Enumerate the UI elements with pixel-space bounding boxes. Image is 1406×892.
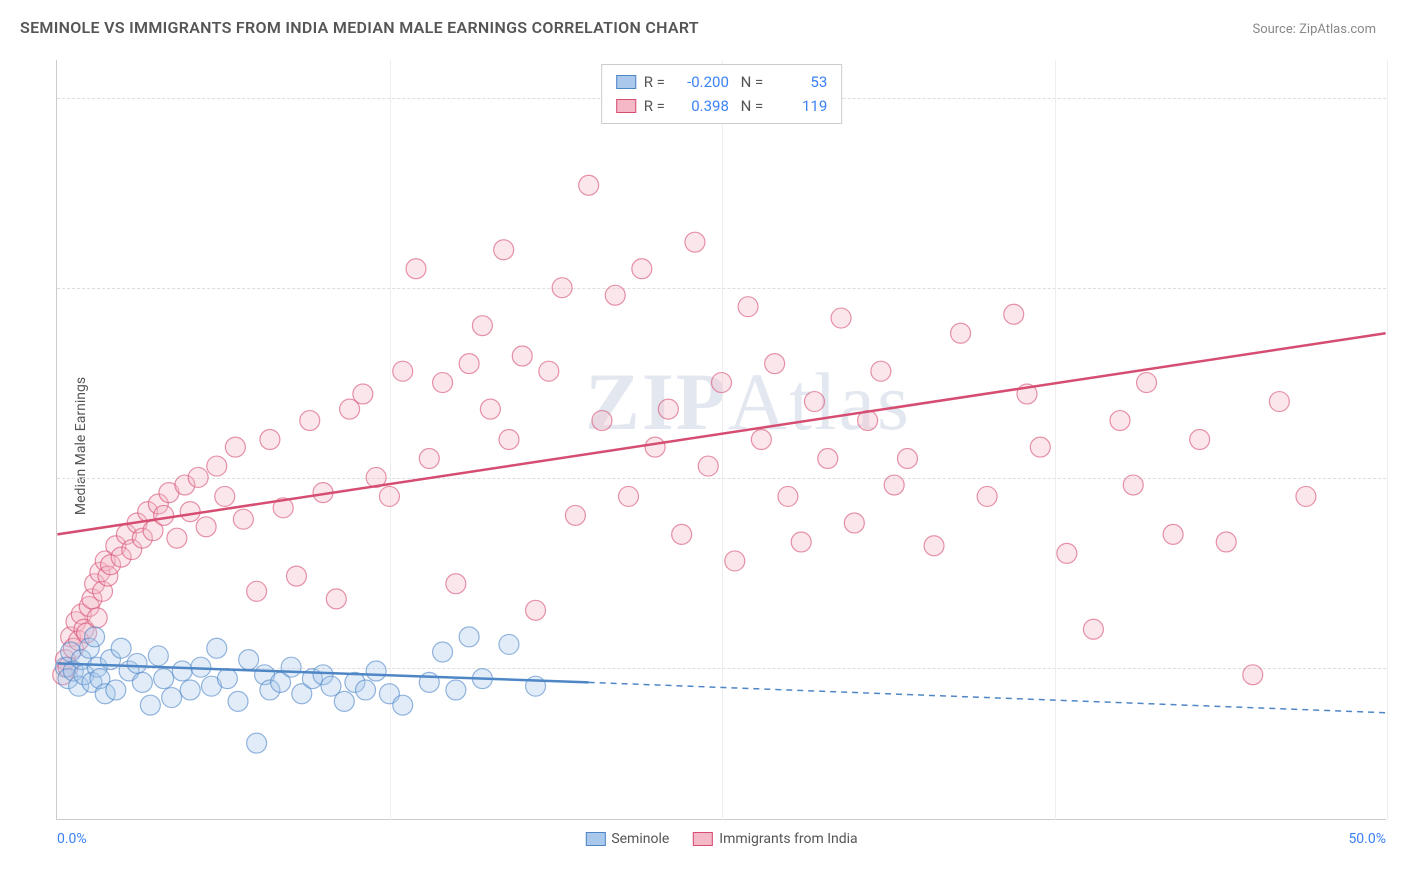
n-value-seminole: 53: [771, 70, 827, 94]
swatch-india-icon: [693, 832, 713, 846]
legend-item-india: Immigrants from India: [693, 831, 857, 847]
series-legend: Seminole Immigrants from India: [585, 831, 857, 847]
legend-row-india: R = 0.398 N = 119: [616, 94, 828, 118]
r-value-seminole: -0.200: [673, 70, 729, 94]
y-tick-label: $150,000: [1391, 280, 1406, 296]
legend-label-india: Immigrants from India: [719, 831, 857, 847]
y-tick-label: $50,000: [1391, 660, 1406, 676]
n-value-india: 119: [771, 94, 827, 118]
r-value-india: 0.398: [673, 94, 729, 118]
x-tick-max: 50.0%: [1348, 831, 1386, 847]
swatch-india: [616, 99, 636, 113]
chart-title: SEMINOLE VS IMMIGRANTS FROM INDIA MEDIAN…: [20, 18, 699, 37]
x-tick-min: 0.0%: [57, 831, 87, 847]
scatter-svg: [57, 60, 1386, 819]
legend-label-seminole: Seminole: [611, 831, 669, 847]
y-tick-label: $100,000: [1391, 470, 1406, 486]
swatch-seminole-icon: [585, 832, 605, 846]
plot-area: ZIPAtlas $50,000$100,000$150,000$200,000…: [56, 60, 1386, 820]
correlation-legend: R = -0.200 N = 53 R = 0.398 N = 119: [601, 64, 843, 124]
swatch-seminole: [616, 75, 636, 89]
source-attribution: Source: ZipAtlas.com: [1252, 22, 1376, 37]
y-tick-label: $200,000: [1391, 90, 1406, 106]
legend-row-seminole: R = -0.200 N = 53: [616, 70, 828, 94]
legend-item-seminole: Seminole: [585, 831, 669, 847]
